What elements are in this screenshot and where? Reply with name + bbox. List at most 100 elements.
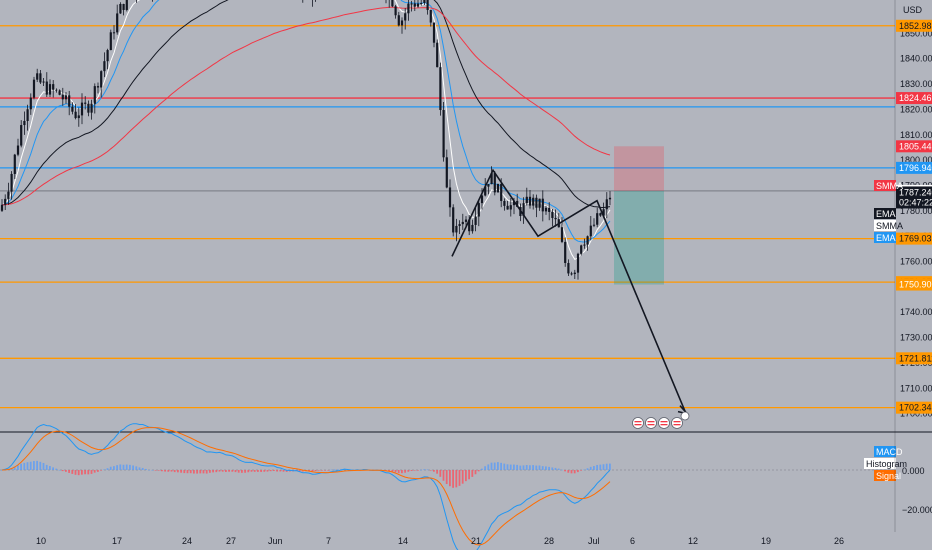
candle-up [525, 196, 528, 204]
macd-scale-label: −20.000 [902, 505, 932, 515]
macd-histogram-bar [218, 470, 221, 472]
macd-histogram-bar [196, 470, 198, 474]
time-axis[interactable]: 10 17 24 27 Jun 7 14 21 28 Jul 6 12 19 26 [36, 536, 844, 546]
candle-down [58, 90, 61, 95]
macd-histogram-bar [55, 468, 58, 470]
macd-histogram-bar [554, 467, 557, 470]
macd-histogram-bar [516, 464, 518, 470]
macd-tag-bg [874, 446, 896, 457]
macd-histogram-bar [573, 470, 576, 474]
macd-histogram-bar [298, 470, 301, 472]
candle-down [61, 94, 64, 100]
candle-up [580, 245, 583, 254]
candle-up [42, 81, 45, 83]
macd-histogram-bar [68, 470, 70, 473]
stop-zone [614, 146, 664, 191]
level-price-tag: 1852.985 [899, 21, 932, 31]
candle-down [493, 172, 496, 193]
level-price-tag: 1702.343 [899, 403, 932, 413]
macd-histogram-bar [525, 465, 528, 470]
candle-up [480, 195, 484, 204]
macd-histogram-bar [609, 463, 611, 470]
price-tick-label: 1830.000 [900, 79, 932, 89]
macd-histogram-bar [122, 464, 125, 470]
candle-down [516, 200, 519, 207]
macd-histogram-bar [461, 470, 464, 484]
position-box[interactable] [614, 146, 664, 285]
macd-histogram-bar [308, 470, 310, 472]
candle-up [487, 184, 490, 187]
macd-histogram-bar [231, 470, 234, 472]
macd-histogram-bar [586, 468, 589, 470]
horizontal-levels [0, 25, 895, 409]
us-flag-event-icon [645, 417, 657, 429]
level-price-tag-bg [896, 232, 932, 245]
candle-up [32, 79, 36, 98]
price-tick-label: 1730.000 [900, 333, 932, 343]
macd-histogram-bar [506, 464, 509, 470]
macd-histogram-bar [269, 470, 272, 472]
macd-histogram-bar [605, 463, 608, 470]
macd-histogram-bar [199, 470, 202, 474]
candle-up [605, 199, 608, 210]
macd-histogram-bar [490, 462, 493, 470]
macd-histogram-bar [13, 466, 16, 470]
macd-histogram-bar [138, 467, 141, 470]
candle-up [90, 103, 93, 113]
macd-histogram-bar [557, 468, 560, 470]
macd-histogram-bar [388, 470, 390, 471]
macd-histogram-bar [189, 470, 192, 474]
candle-up [532, 197, 535, 206]
candle-up [589, 225, 592, 237]
candle-up [106, 50, 109, 62]
macd-histogram-bar [77, 470, 80, 476]
candle-up [36, 73, 39, 80]
macd-histogram-bar [202, 470, 205, 474]
macd-histogram-bar [401, 470, 403, 474]
indicator-tag-label: SMMA [876, 181, 903, 191]
candle-up [455, 225, 458, 233]
macd-histogram-bar [81, 470, 83, 475]
macd-histogram-bar [186, 470, 189, 474]
macd-histogram-bar [474, 470, 477, 475]
macd-histogram-bar [593, 466, 595, 470]
macd-histogram-bar [244, 470, 246, 473]
macd-histogram-bar [173, 470, 176, 473]
candle-down [45, 81, 48, 95]
macd-histogram-bar [548, 466, 550, 470]
candle-up [484, 186, 487, 196]
macd-histogram-bar [266, 470, 269, 472]
time-tick-label: 19 [761, 536, 771, 546]
macd-histogram-bar [279, 470, 282, 472]
ema-slow-line [1, 0, 611, 209]
macd-histogram-bar [282, 470, 285, 472]
candle-down [541, 198, 544, 212]
macd-histogram-bar [337, 469, 339, 470]
time-tick-label: 10 [36, 536, 46, 546]
macd-histogram-bar [209, 470, 211, 473]
time-tick-label: 6 [630, 536, 635, 546]
macd-histogram-bar [433, 470, 435, 472]
level-price-tag: 1824.469 [899, 93, 932, 103]
candle-down [391, 0, 394, 7]
macd-histogram-bar [429, 470, 432, 471]
macd-histogram-bar [253, 470, 256, 472]
candle-up [509, 205, 512, 210]
event-icons[interactable] [632, 411, 690, 429]
candle-down [394, 6, 397, 16]
candle-up [608, 197, 612, 200]
candle-up [490, 172, 493, 185]
macd-histogram-bar [577, 470, 579, 473]
candle-up [48, 84, 52, 95]
macd-histogram-bar [39, 461, 42, 470]
macd-histogram-bar [311, 470, 314, 472]
macd-histogram-bar [145, 468, 147, 470]
candle-down [570, 273, 573, 275]
candle-up [77, 115, 80, 119]
macd-histogram-bar [106, 468, 109, 470]
candle-down [551, 211, 554, 218]
macd-histogram-bar [180, 470, 182, 473]
macd-histogram-bar [193, 470, 195, 474]
macd-histogram-bar [164, 470, 166, 472]
